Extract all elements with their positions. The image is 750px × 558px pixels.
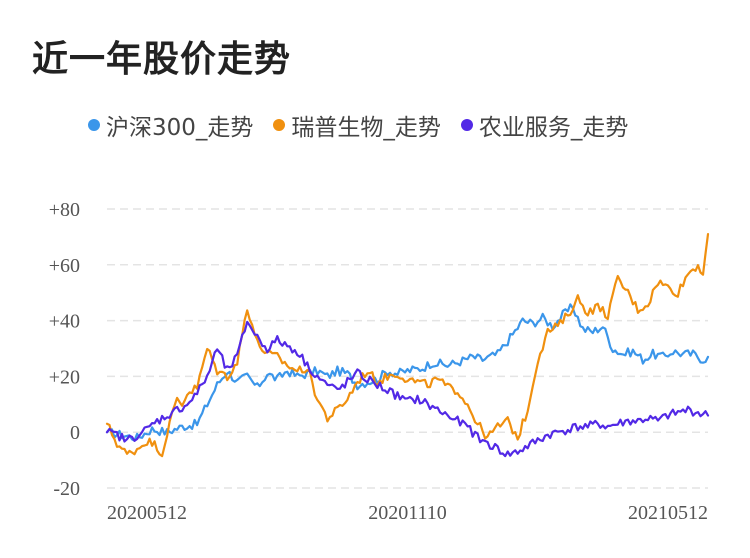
series-line-1 bbox=[105, 233, 710, 458]
y-tick-label: +40 bbox=[49, 311, 80, 333]
legend-dot-ruipu bbox=[273, 119, 286, 131]
legend-dot-hs300 bbox=[88, 119, 100, 131]
series-line-0 bbox=[105, 303, 710, 442]
x-tick-label: 20210512 bbox=[628, 502, 708, 524]
y-tick-label: -20 bbox=[53, 478, 80, 500]
legend-label-ruipu: 瑞普生物_走势 bbox=[291, 115, 441, 141]
legend-item-ruipu[interactable]: 瑞普生物_走势 bbox=[273, 108, 441, 142]
legend-label-agri: 农业服务_走势 bbox=[478, 115, 629, 141]
x-tick-label: 20200512 bbox=[107, 502, 187, 524]
legend-item-hs300[interactable]: 沪深300_走势 bbox=[88, 108, 253, 142]
legend-dot-agri bbox=[460, 119, 473, 131]
y-tick-label: +80 bbox=[49, 199, 80, 221]
y-tick-label: +60 bbox=[49, 255, 80, 277]
y-tick-label: +20 bbox=[49, 366, 80, 388]
legend-label-hs300: 沪深300_走势 bbox=[106, 115, 254, 141]
x-tick-label: 20201110 bbox=[368, 502, 447, 524]
legend-item-agri[interactable]: 农业服务_走势 bbox=[460, 108, 629, 142]
chart-title: 近一年股价走势 bbox=[32, 39, 292, 80]
series-line-2 bbox=[105, 320, 710, 458]
legend: 沪深300_走势 瑞普生物_走势 农业服务_走势 bbox=[88, 108, 648, 142]
y-tick-label: 0 bbox=[70, 422, 80, 444]
